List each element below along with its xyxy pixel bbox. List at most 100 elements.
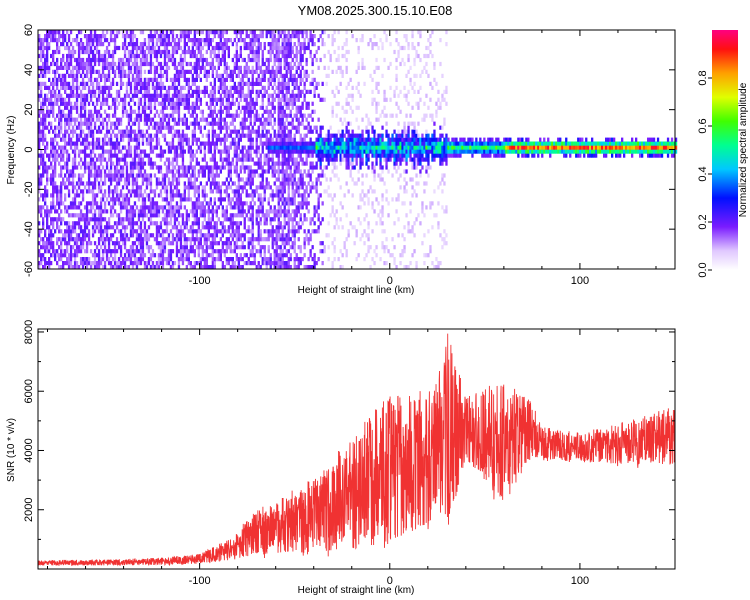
spectrogram-cell — [105, 38, 109, 43]
spectrogram-cell — [60, 197, 63, 202]
spectrogram-cell — [197, 197, 200, 202]
spectrogram-cell — [231, 93, 234, 98]
spectrogram-cell — [255, 117, 258, 122]
spectrogram-cell — [283, 221, 286, 226]
spectrogram-cell — [137, 173, 141, 178]
spectrogram-cell — [79, 93, 83, 98]
spectrogram-cell — [263, 253, 266, 258]
spectrogram-cell — [277, 65, 280, 70]
spectrogram-cell — [229, 197, 232, 202]
spectrogram-cell — [227, 145, 230, 150]
spectrogram-cell — [269, 45, 272, 51]
spectrogram-cell — [181, 221, 185, 226]
spectrogram-cell — [75, 34, 79, 39]
spectrogram-cell — [151, 125, 155, 130]
spectrogram-cell — [46, 38, 49, 43]
spectrogram-cell — [40, 257, 43, 262]
spectrogram-cell — [249, 117, 252, 122]
spectrogram-cell — [283, 125, 286, 130]
spectrogram-cell — [137, 105, 141, 110]
spectrogram-cell — [113, 241, 117, 246]
spectrogram-cell — [231, 197, 234, 202]
spectrogram-cell — [153, 125, 157, 130]
spectrogram-cell — [289, 181, 292, 186]
spectrogram-cell — [283, 233, 286, 238]
spectrogram-cell — [97, 53, 101, 59]
spectrogram-cell — [42, 69, 45, 74]
spectrogram-cell — [291, 241, 294, 246]
spectrogram-cell — [297, 225, 300, 230]
spectrogram-cell — [64, 209, 67, 214]
spectrogram-cell — [81, 97, 85, 102]
spectrogram-cell — [93, 61, 97, 67]
spectrogram-cell — [38, 141, 41, 146]
spectrogram-cell — [121, 173, 125, 178]
spectrogram-cell — [249, 253, 252, 258]
spectrogram-cell — [239, 109, 242, 114]
spectrogram-cell — [273, 173, 276, 178]
spectrogram-cell — [99, 185, 103, 190]
spectrogram-cell — [119, 201, 123, 206]
spectrogram-cell — [183, 101, 186, 106]
spectrogram-cell — [137, 121, 141, 126]
spectrogram-cell — [201, 233, 204, 238]
spectrogram-cell — [253, 149, 256, 154]
spectrogram-cell — [95, 265, 99, 270]
spectrogram-cell — [161, 249, 165, 254]
spectrogram-cell — [42, 97, 45, 102]
spectrogram-cell — [131, 73, 135, 78]
spectrogram-cell — [56, 217, 59, 222]
spectrogram-cell — [93, 93, 97, 98]
spectrogram-cell — [281, 49, 284, 55]
spectrogram-cell — [101, 125, 105, 130]
spectrogram-cell — [259, 173, 262, 178]
spectrogram-cell — [259, 77, 262, 82]
spectrogram-cell — [259, 205, 262, 210]
spectrogram-cell — [42, 237, 45, 242]
spectrogram-cell — [159, 65, 163, 70]
spectrogram-cell — [64, 129, 67, 134]
spectrogram-cell — [103, 245, 107, 250]
spectrogram-cell — [137, 73, 141, 78]
spectrogram-cell — [60, 121, 63, 126]
spectrogram-cell — [257, 49, 260, 55]
spectrogram-cell — [60, 34, 63, 39]
spectrogram-cell — [54, 157, 57, 162]
spectrogram-cell — [95, 85, 99, 90]
spectrogram-cell — [247, 229, 250, 234]
spectrogram-cell — [183, 113, 186, 118]
spectrogram-cell — [81, 57, 85, 63]
spectrogram-cell — [171, 241, 175, 246]
spectrogram-cell — [54, 89, 57, 94]
spectrogram-cell — [40, 261, 43, 266]
spectrogram-cell — [235, 197, 238, 202]
spectrogram-cell — [205, 57, 208, 63]
spectrogram-cell — [265, 141, 268, 146]
spectrogram-cell — [75, 105, 79, 110]
spectrogram-cell — [279, 189, 282, 194]
spectrogram-cell — [225, 85, 228, 90]
spectrogram-cell — [273, 45, 276, 51]
spectrogram-cell — [263, 157, 266, 162]
spectrogram-cell — [199, 213, 202, 218]
spectrogram-cell — [103, 261, 107, 266]
spectrogram-cell — [95, 57, 99, 63]
spectrogram-cell — [295, 97, 298, 102]
spectrogram-cell — [193, 77, 196, 82]
spectrogram-cell — [171, 249, 175, 254]
spectrogram-cell — [183, 38, 186, 43]
spectrogram-cell — [79, 129, 83, 134]
spectrogram-cell — [187, 101, 190, 106]
spectrogram-cell — [229, 133, 232, 138]
spectrogram-cell — [163, 61, 167, 67]
spectrogram-cell — [165, 45, 169, 51]
spectrogram-cell — [279, 205, 282, 210]
spectrogram-cell — [139, 165, 143, 170]
spectrogram-cell — [123, 34, 127, 39]
spectrogram-cell — [275, 57, 278, 63]
spectrogram-cell — [67, 137, 71, 142]
spectrogram-cell — [255, 101, 258, 106]
spectrogram-cell — [213, 209, 216, 214]
spectrogram-cell — [50, 125, 53, 130]
spectrogram-cell — [195, 213, 198, 218]
